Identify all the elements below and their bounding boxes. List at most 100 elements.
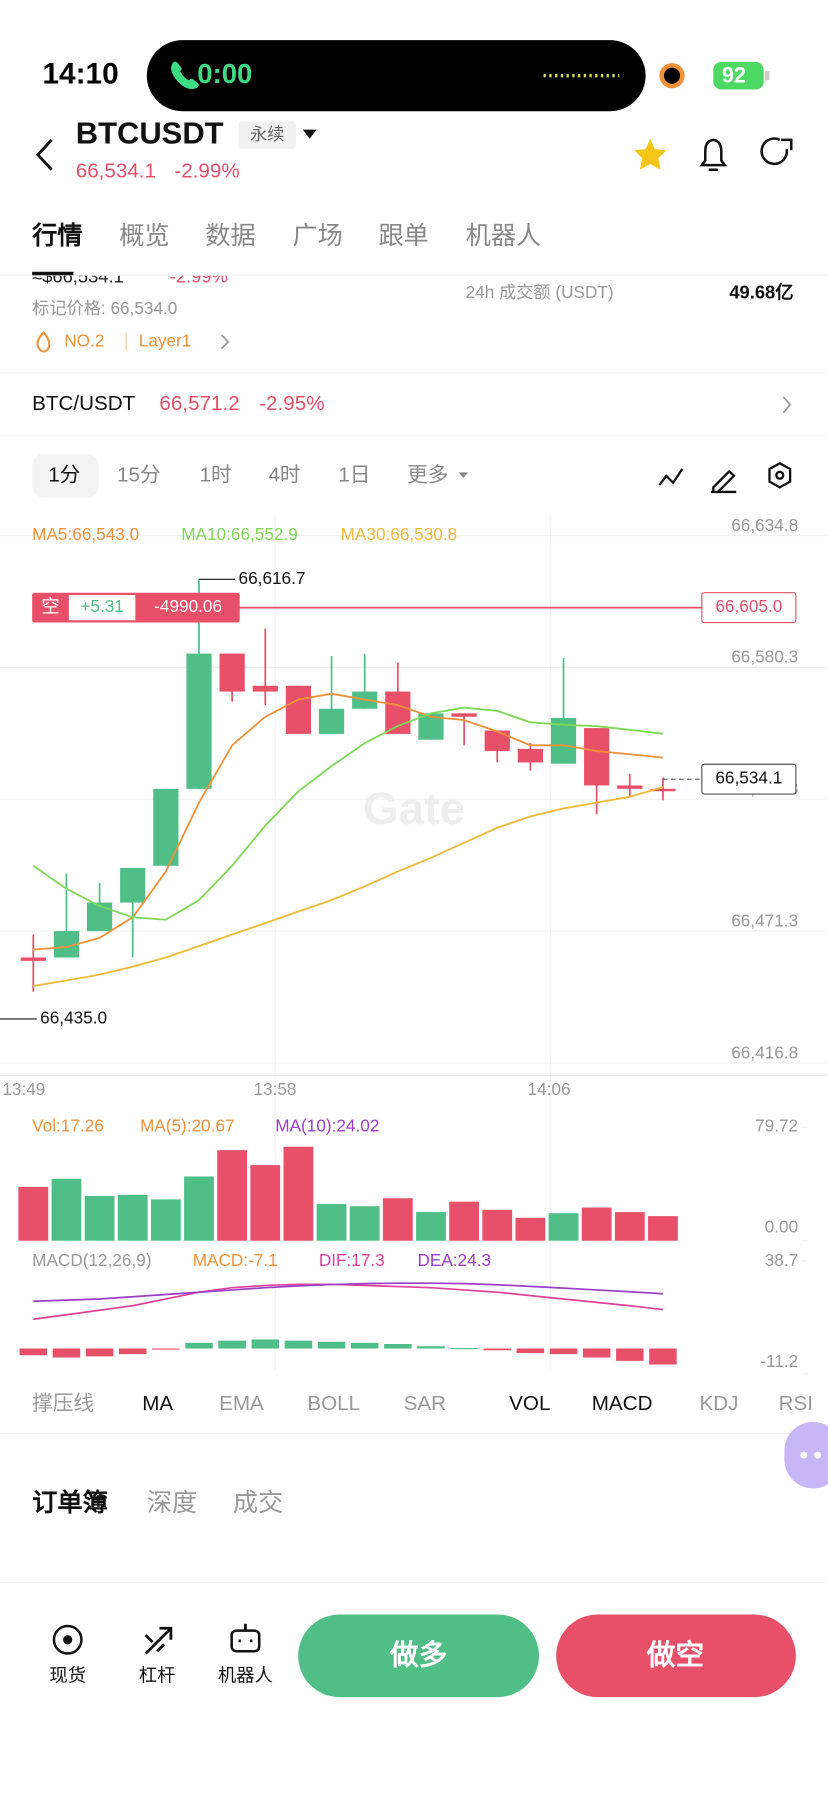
- indicator-tab[interactable]: 撑压线: [32, 1392, 94, 1415]
- ma-legend: MA10:66,552.9: [181, 524, 298, 544]
- short-button[interactable]: [556, 1614, 796, 1698]
- interval[interactable]: 1日: [338, 463, 370, 486]
- indicator-tab[interactable]: SAR: [404, 1392, 446, 1415]
- candle-body: [252, 685, 278, 692]
- tab-indicator: [32, 271, 74, 276]
- macd-bar: [152, 1348, 180, 1350]
- macd-legend: DEA:24.3: [417, 1250, 491, 1270]
- settings-icon[interactable]: [768, 461, 792, 489]
- chevron: [220, 334, 230, 350]
- volume-bar: [316, 1203, 347, 1241]
- candle-body: [617, 785, 643, 789]
- vol-legend: MA(5):20.67: [140, 1116, 235, 1136]
- indicator-tab[interactable]: EMA: [219, 1392, 264, 1415]
- book-tab[interactable]: 订单簿: [32, 1488, 108, 1517]
- mark-price: 标记价格: 66,534.0: [32, 298, 177, 318]
- tab[interactable]: 机器人: [466, 222, 542, 250]
- nav-label[interactable]: 现货: [49, 1664, 86, 1685]
- sector[interactable]: Layer1: [139, 330, 192, 350]
- vol-tick-label: 0.00: [765, 1217, 798, 1237]
- tab[interactable]: 数据: [205, 222, 255, 250]
- back-button[interactable]: [35, 138, 53, 171]
- macd-bar: [317, 1341, 346, 1349]
- long-button[interactable]: [298, 1614, 539, 1698]
- indicator-tab[interactable]: MACD: [592, 1392, 653, 1415]
- interval[interactable]: 15分: [117, 463, 161, 486]
- volume-bar: [515, 1217, 546, 1241]
- macd-legend: MACD:-7.1: [193, 1250, 278, 1270]
- macd-tick-label: -11.2: [760, 1351, 798, 1371]
- bubble-eye: [800, 1451, 808, 1459]
- volume-bar: [217, 1150, 248, 1241]
- tab[interactable]: 跟单: [378, 222, 428, 250]
- header-change: -2.99%: [174, 159, 239, 182]
- vol-tick-label: 79.72: [755, 1116, 798, 1136]
- macd-bar: [185, 1342, 213, 1349]
- macd-bar: [118, 1348, 147, 1355]
- volume-bar: [482, 1209, 513, 1241]
- phone-icon: [171, 61, 199, 90]
- book-tab[interactable]: 深度: [147, 1489, 197, 1517]
- candle-body: [385, 691, 411, 734]
- indicator-tab[interactable]: BOLL: [307, 1392, 360, 1415]
- interval[interactable]: 1分: [48, 463, 80, 486]
- position-amount: -4990.06: [154, 596, 222, 616]
- dif-line: [33, 1283, 664, 1321]
- y-tick-label: 66,580.3: [731, 647, 798, 667]
- ma-line: [33, 786, 664, 987]
- ma-legend: MA5:66,543.0: [32, 524, 139, 544]
- long-label: 做多: [389, 1640, 447, 1672]
- symbol[interactable]: BTCUSDT: [76, 115, 224, 150]
- spot-price: 66,571.2: [159, 392, 239, 415]
- draw-icon[interactable]: [710, 469, 737, 494]
- book-tab[interactable]: 成交: [233, 1489, 283, 1517]
- indicator-tab[interactable]: KDJ: [700, 1392, 739, 1415]
- volume-bar: [382, 1198, 413, 1241]
- macd-bar: [251, 1339, 280, 1349]
- macd-legend: DIF:17.3: [319, 1250, 385, 1270]
- position-pnl: +5.31: [80, 596, 123, 616]
- vol-legend: Vol:17.26: [32, 1116, 104, 1136]
- tab[interactable]: 概览: [119, 222, 169, 250]
- candle-body: [517, 748, 544, 763]
- indicator-tab[interactable]: MA: [142, 1392, 173, 1415]
- last-price: 66,534.1: [715, 768, 782, 788]
- volume-bar: [184, 1176, 214, 1241]
- turnover: 49.68亿: [729, 281, 793, 302]
- spot-pair[interactable]: BTC/USDT: [32, 392, 136, 415]
- last-price-box: [701, 763, 797, 795]
- dropdown[interactable]: [302, 129, 317, 139]
- nav-label[interactable]: 杠杆: [139, 1664, 176, 1685]
- ma-line: [32, 706, 664, 921]
- pnl-bg: [68, 594, 136, 621]
- share[interactable]: [760, 137, 793, 166]
- ma-legend: MA30:66,530.8: [341, 524, 458, 544]
- candle-body: [451, 713, 477, 717]
- indicator-icon[interactable]: [658, 468, 684, 486]
- volume-bar: [51, 1178, 82, 1241]
- macd-tick-label: 38.7: [765, 1250, 798, 1270]
- candle-body: [285, 685, 312, 734]
- interval[interactable]: 1时: [200, 463, 232, 486]
- interval[interactable]: 4时: [268, 463, 300, 486]
- macd-bar: [516, 1348, 545, 1354]
- macd-bar: [616, 1348, 644, 1361]
- tab[interactable]: 行情: [31, 221, 82, 250]
- bot-icon: [230, 1629, 261, 1653]
- favorite[interactable]: [634, 138, 667, 170]
- chevron: [782, 396, 792, 414]
- contract-tag: 永续: [250, 124, 284, 144]
- indicator-tab[interactable]: VOL: [509, 1392, 550, 1415]
- indicator-tab[interactable]: RSI: [779, 1392, 813, 1415]
- tab[interactable]: 广场: [292, 222, 342, 250]
- macd-bar: [417, 1346, 445, 1349]
- nav-label[interactable]: 机器人: [218, 1664, 273, 1685]
- alert[interactable]: [699, 138, 728, 171]
- volume-bar: [250, 1165, 281, 1241]
- dropdown: [458, 472, 468, 479]
- dynamic-island: [146, 40, 646, 112]
- interval[interactable]: 更多: [407, 463, 448, 486]
- macd-bar: [284, 1340, 313, 1349]
